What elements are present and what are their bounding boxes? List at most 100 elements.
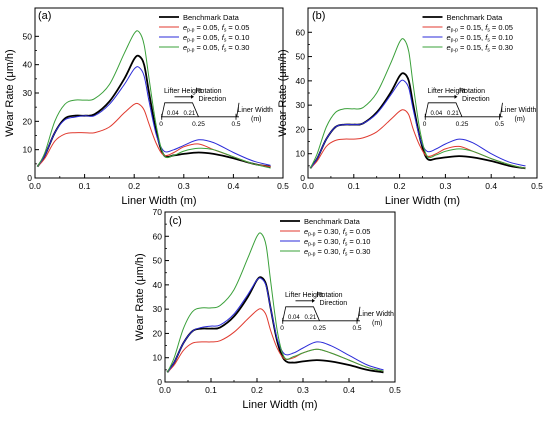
panel-label: (c) [169, 215, 182, 227]
x-tick-label: 0.1 [348, 181, 360, 191]
inset-tick-label: 0.5 [495, 121, 504, 128]
y-tick-label: 40 [296, 76, 306, 86]
y-tick-label: 50 [296, 52, 306, 62]
x-tick-label: 0.3 [178, 181, 190, 191]
inset-lifter-profile [161, 102, 199, 117]
inset-rotation-label: Rotation [317, 292, 343, 299]
inset-liner-width-label: Liner Width [501, 107, 537, 114]
x-tick-label: 0.2 [251, 385, 263, 395]
inset-tick-label: 0.5 [231, 121, 240, 128]
rotation-arrowhead [454, 94, 458, 99]
series-line-3 [37, 66, 271, 167]
x-tick-label: 0.5 [277, 181, 289, 191]
legend-entry: ep-p = 0.05, fs = 0.30 [183, 43, 249, 54]
legend-entry: ep-p = 0.15, fs = 0.05 [447, 23, 513, 34]
series-line-3 [166, 277, 384, 373]
y-tick-label: 0 [27, 173, 32, 183]
y-tick-label: 0 [300, 173, 305, 183]
inset-unit-label: (m) [515, 116, 526, 123]
x-tick-label: 0.5 [531, 181, 543, 191]
y-tick-label: 0 [157, 377, 162, 387]
y-tick-label: 20 [296, 124, 306, 134]
y-tick-label: 60 [296, 27, 306, 37]
x-tick-label: 0.3 [297, 385, 309, 395]
series-line-2 [309, 109, 526, 169]
legend-entry: ep-p = 0.30, fs = 0.30 [304, 247, 370, 258]
series-line-1 [36, 54, 271, 168]
x-axis-title: Liner Width (m) [121, 195, 196, 207]
x-tick-label: 0.0 [29, 181, 41, 191]
inset-rotation-label: Rotation [459, 88, 485, 95]
inset-tick-label: 0.04 [288, 315, 300, 321]
y-axis-title: Wear Rate (μm/h) [277, 49, 289, 136]
inset-unit-label: (m) [372, 320, 383, 327]
legend-entry: ep-p = 0.15, fs = 0.10 [447, 33, 513, 44]
legend-entry: ep-p = 0.05, fs = 0.10 [183, 33, 249, 44]
chart-panel-3: 0.0 0.1 0.2 0.3 0.4 0.5 0 10 20 30 40 50 60 70 Liner W… [134, 207, 401, 411]
panel-label: (a) [38, 10, 51, 22]
y-tick-label: 60 [153, 231, 163, 241]
inset-lifter-height-label: Lifter Height [428, 88, 466, 95]
x-tick-label: 0.0 [302, 181, 314, 191]
x-tick-label: 0.4 [227, 181, 239, 191]
series-line-4 [309, 38, 526, 169]
rotation-arrowhead [191, 94, 194, 99]
x-axis-title: Liner Width (m) [242, 399, 317, 411]
y-axis-title: Wear Rate (μm/h) [134, 253, 146, 340]
x-tick-label: 0.0 [159, 385, 171, 395]
x-tick-label: 0.1 [79, 181, 91, 191]
x-tick-label: 0.4 [485, 181, 497, 191]
inset-tick-label: 0.25 [313, 325, 326, 332]
x-axis-title: Liner Width (m) [385, 195, 460, 207]
inset-unit-label: (m) [251, 116, 262, 123]
inset-direction-label: Direction [320, 300, 348, 307]
legend-entry: ep-p = 0.30, fs = 0.05 [304, 227, 370, 238]
x-tick-label: 0.2 [394, 181, 406, 191]
x-tick-label: 0.3 [439, 181, 451, 191]
inset-liner-width-label: Liner Width [238, 107, 274, 114]
y-tick-label: 10 [296, 149, 306, 159]
series-line-4 [166, 232, 384, 373]
y-tick-label: 70 [153, 207, 163, 217]
series-line-2 [37, 102, 271, 168]
inset-tick-label: 0.21 [447, 111, 459, 117]
x-tick-label: 0.1 [205, 385, 217, 395]
y-tick-label: 30 [296, 100, 306, 110]
y-tick-label: 50 [23, 31, 33, 41]
inset-tick-label: 0 [159, 121, 163, 128]
inset-tick-label: 0 [423, 121, 427, 128]
inset-lifter-height-label: Lifter Height [285, 292, 323, 299]
legend-entry: Benchmark Data [183, 13, 240, 22]
inset-slope [357, 306, 361, 321]
y-tick-label: 10 [153, 353, 163, 363]
inset-tick-label: 0.25 [192, 121, 205, 128]
legend-entry: Benchmark Data [447, 13, 504, 22]
chart-panel-2: 0.0 0.1 0.2 0.3 0.4 0.5 0 10 20 30 40 50 60 Liner Wid… [277, 7, 543, 207]
inset-tick-label: 0.5 [352, 325, 361, 332]
inset-tick-label: 0 [280, 325, 284, 332]
y-axis-title: Wear Rate (μm/h) [4, 49, 16, 136]
series-line-3 [309, 79, 526, 169]
x-tick-label: 0.2 [128, 181, 140, 191]
inset-lifter-profile [424, 102, 463, 117]
legend-entry: Benchmark Data [304, 217, 361, 226]
inset-tick-label: 0.21 [305, 315, 317, 321]
inset-tick-label: 0.25 [456, 121, 469, 128]
y-tick-label: 20 [153, 328, 163, 338]
inset-liner-width-label: Liner Width [359, 311, 395, 318]
inset-slope [236, 102, 240, 117]
series-line-4 [37, 30, 271, 169]
y-tick-label: 30 [153, 304, 163, 314]
legend-entry: ep-p = 0.30, fs = 0.10 [304, 237, 370, 248]
inset-slope [499, 102, 503, 117]
legend-entry: ep-p = 0.15, fs = 0.30 [447, 43, 513, 54]
y-tick-label: 10 [23, 145, 33, 155]
inset-tick-label: 0.04 [431, 111, 443, 117]
y-tick-label: 30 [23, 88, 33, 98]
inset-lifter-height-label: Lifter Height [164, 88, 202, 95]
legend-entry: ep-p = 0.05, fs = 0.05 [183, 23, 249, 34]
inset-direction-label: Direction [199, 96, 227, 103]
